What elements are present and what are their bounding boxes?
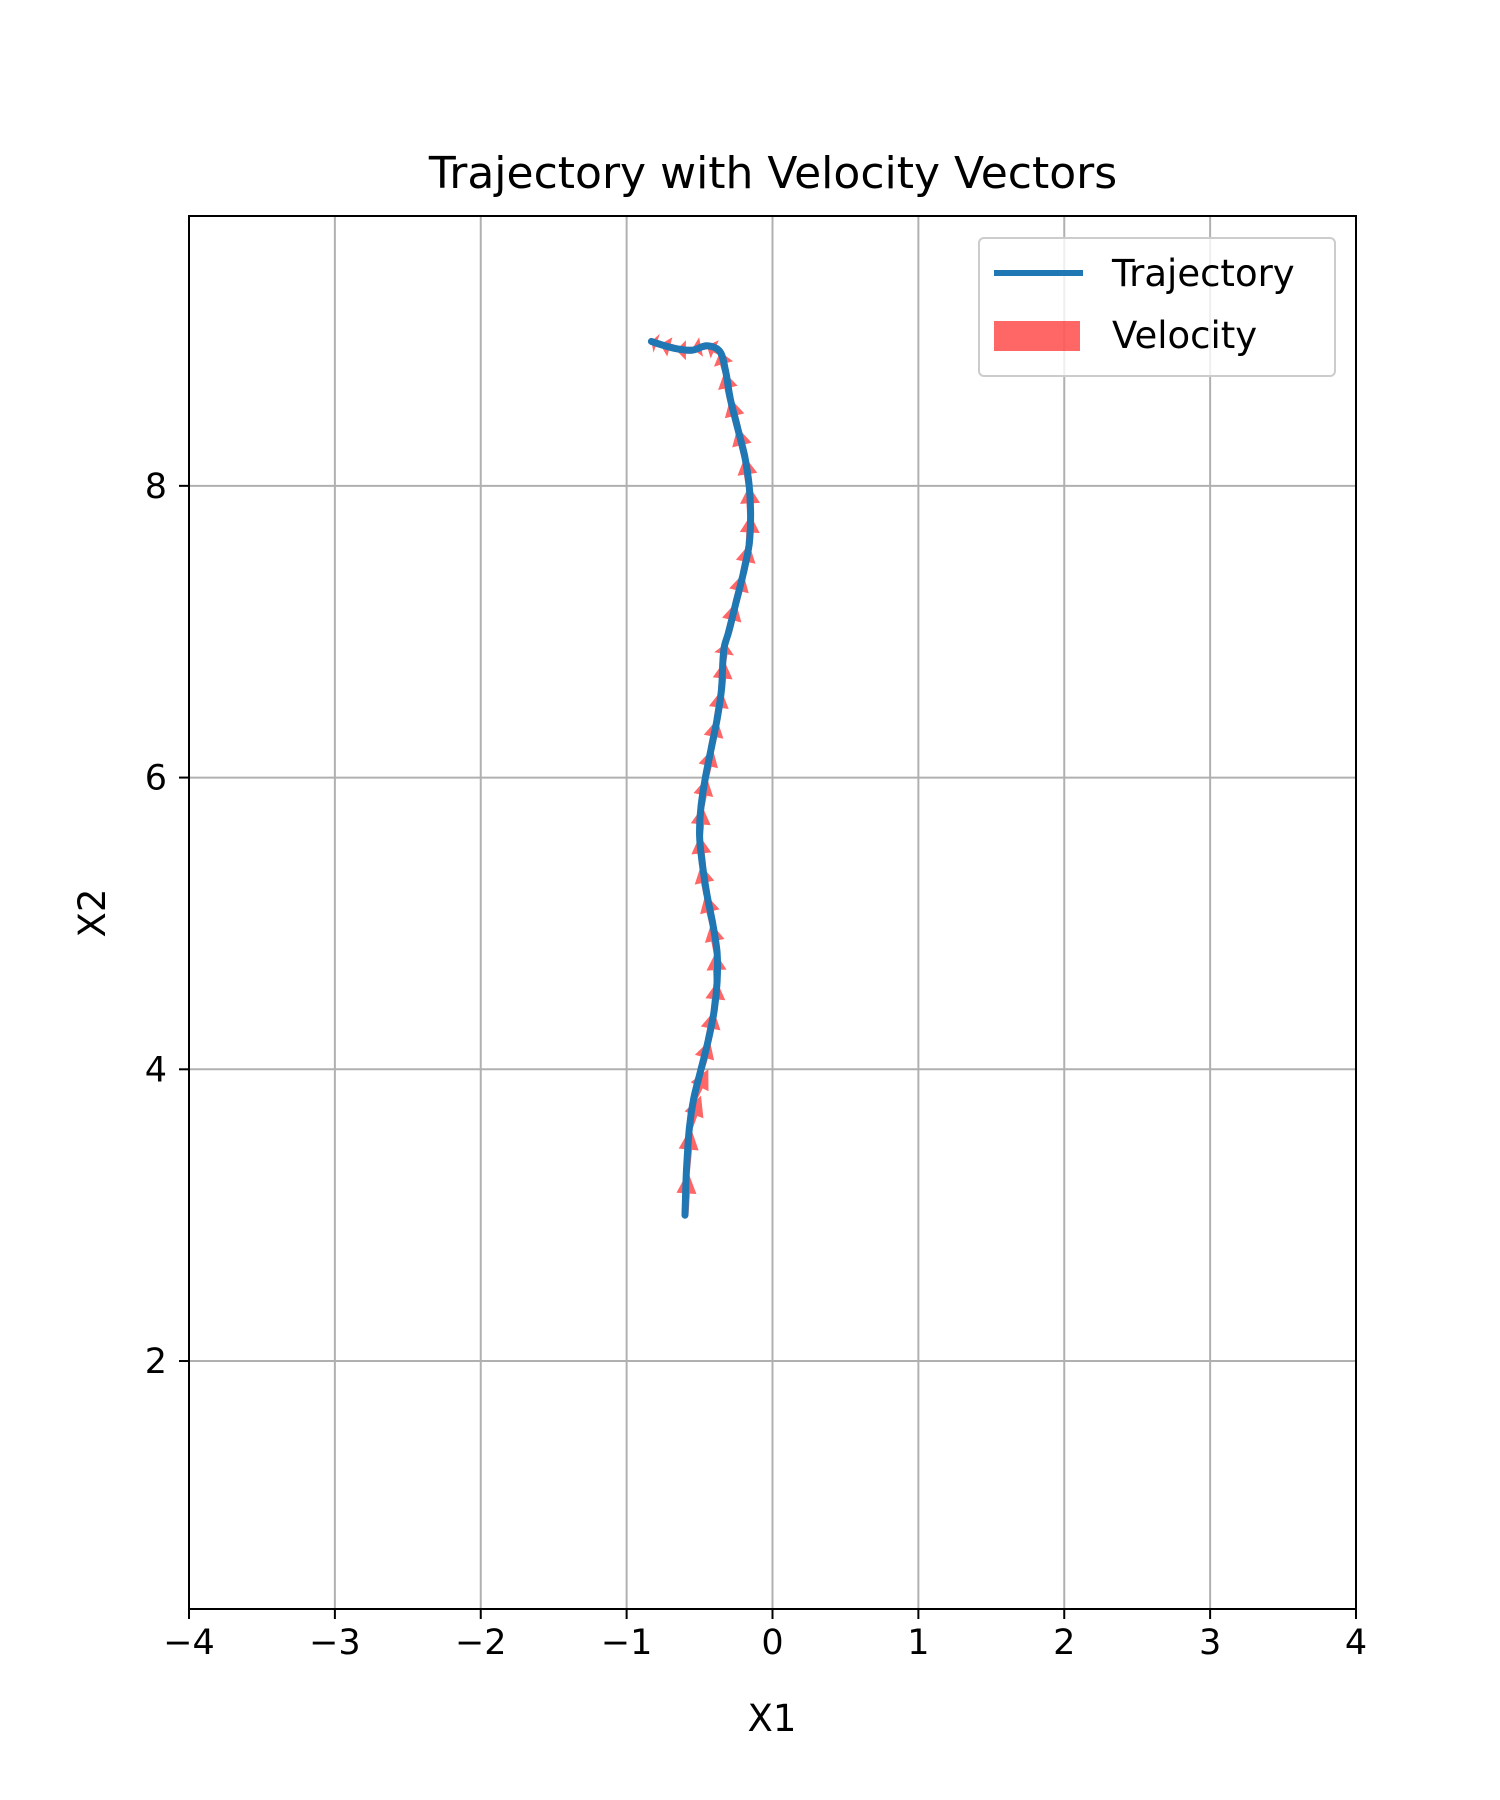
trajectory-line [647, 337, 755, 1219]
legend-velocity-swatch [994, 321, 1080, 351]
x-axis-label: X1 [748, 1697, 797, 1740]
x-tick-label: −2 [455, 1623, 507, 1663]
x-tick-label: 4 [1345, 1623, 1367, 1663]
legend-trajectory-label: Trajectory [1111, 252, 1295, 295]
y-tick-label: 2 [145, 1342, 167, 1382]
y-axis-label: X2 [71, 889, 114, 938]
x-tick-label: −3 [309, 1623, 361, 1663]
trajectory-layer [647, 337, 755, 1219]
y-tick-label: 4 [145, 1050, 167, 1090]
legend-velocity-label: Velocity [1112, 314, 1257, 357]
chart-title: Trajectory with Velocity Vectors [428, 148, 1117, 199]
x-tick-label: 3 [1199, 1623, 1221, 1663]
legend: Trajectory Velocity [978, 237, 1336, 377]
x-tick-label: −4 [163, 1623, 215, 1663]
x-tick-label: 1 [907, 1623, 929, 1663]
x-tick-label: −1 [601, 1623, 653, 1663]
x-tick-label: 0 [761, 1623, 783, 1663]
axis-ticks: −4 −3 −2 −1 0 1 2 3 4 2 4 6 8 [145, 467, 1367, 1663]
y-tick-label: 8 [145, 467, 167, 507]
y-tick-label: 6 [145, 759, 167, 799]
x-tick-label: 2 [1053, 1623, 1075, 1663]
